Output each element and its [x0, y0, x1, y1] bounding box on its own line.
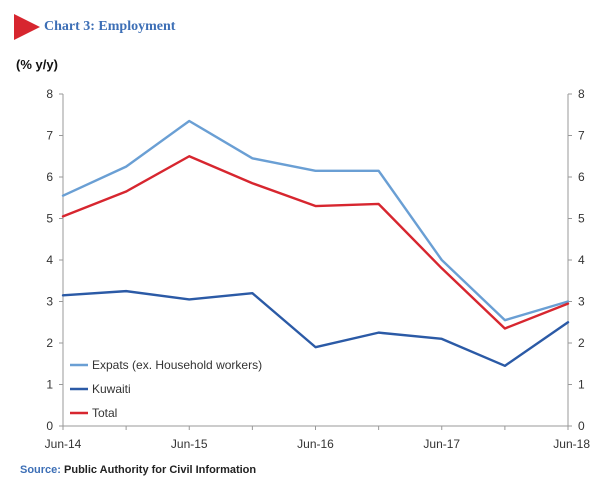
y-tick-label-left: 0	[46, 419, 53, 433]
y-tick-label-left: 5	[46, 212, 53, 226]
y-tick-label-right: 2	[578, 336, 585, 350]
y-tick-label-right: 4	[578, 253, 585, 267]
series-line	[61, 155, 570, 330]
source-note: Source: Public Authority for Civil Infor…	[20, 464, 256, 476]
y-tick-label-left: 6	[46, 170, 53, 184]
y-tick-label-left: 8	[46, 87, 53, 101]
legend-label: Kuwaiti	[92, 382, 131, 396]
x-tick-label: Jun-16	[297, 437, 334, 451]
title-triangle-icon	[14, 14, 40, 40]
y-tick-label-right: 5	[578, 212, 585, 226]
series-line	[61, 289, 570, 368]
x-tick-label: Jun-15	[171, 437, 208, 451]
chart-title: Chart 3: Employment	[14, 14, 175, 40]
legend-label: Total	[92, 406, 117, 420]
y-tick-label-left: 1	[46, 378, 53, 392]
plot-area: 0 0 1 1 2 2 3 3 4 4 5 5 6 6 7 7 8 8 Jun-14 Jun-15 Jun-16 Jun-…	[45, 87, 591, 451]
source-text: Public Authority for Civil Information	[64, 464, 257, 476]
chart-title-text: Chart 3: Employment	[44, 19, 176, 34]
y-tick-label-left: 3	[46, 295, 53, 309]
x-tick-label: Jun-18	[553, 437, 590, 451]
y-tick-label-right: 8	[578, 87, 585, 101]
legend-label: Expats (ex. Household workers)	[92, 358, 262, 372]
source-key: Source:	[20, 464, 61, 476]
y-tick-label-left: 4	[46, 253, 53, 267]
y-tick-label-right: 3	[578, 295, 585, 309]
x-tick-label: Jun-17	[423, 437, 460, 451]
y-tick-label-left: 7	[46, 129, 53, 143]
x-tick-label: Jun-14	[45, 437, 82, 451]
y-tick-label-right: 1	[578, 378, 585, 392]
y-tick-label-right: 0	[578, 419, 585, 433]
series-line	[61, 119, 570, 322]
y-axis-unit-label: (% y/y)	[16, 57, 58, 72]
y-tick-label-right: 7	[578, 129, 585, 143]
y-tick-label-right: 6	[578, 170, 585, 184]
y-tick-label-left: 2	[46, 336, 53, 350]
